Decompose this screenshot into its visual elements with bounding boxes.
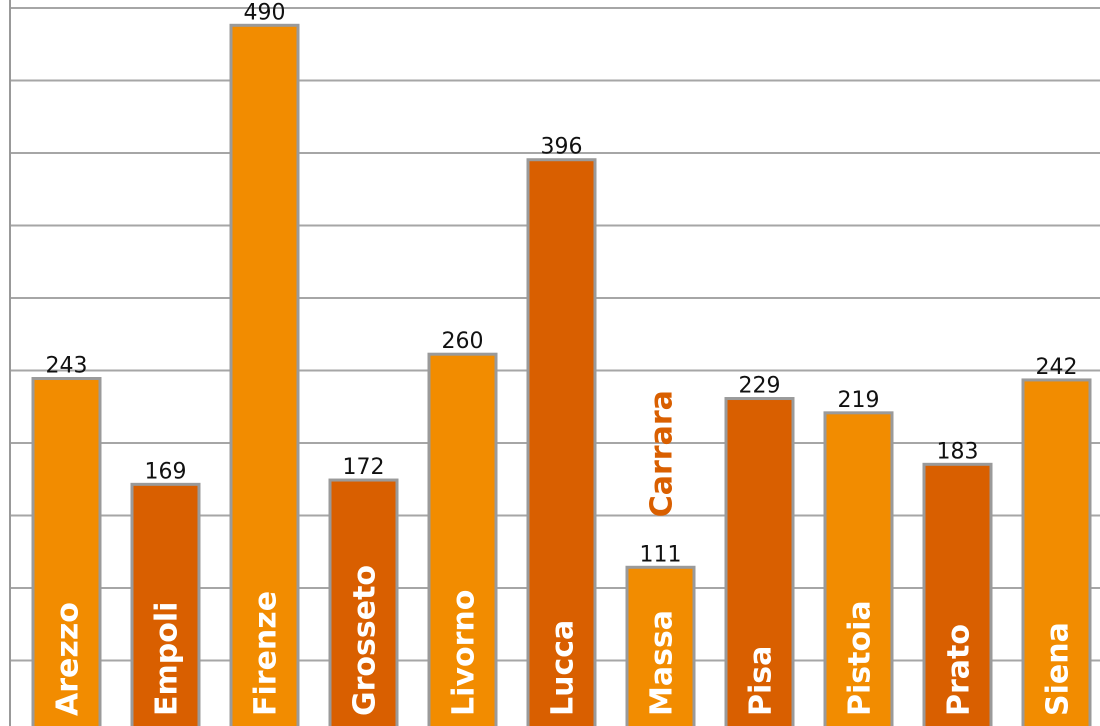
data-label-firenze: 490 <box>244 0 286 25</box>
bar-pistoia <box>823 411 894 726</box>
data-label-siena: 242 <box>1036 355 1078 380</box>
category-label-pisa: Pisa <box>744 646 779 716</box>
bar-group-grosseto: 172 Grosseto <box>328 455 399 726</box>
bar-group-pisa: 229 Pisa <box>724 374 795 726</box>
bar-group-prato: 183 Prato <box>922 439 993 726</box>
bar-prato <box>922 462 993 726</box>
data-label-pistoia: 219 <box>838 388 880 413</box>
data-label-prato: 183 <box>937 439 979 464</box>
bars: 243 Arezzo 169 Empoli 490 Firenze 172 Grosseto 2… <box>31 0 1092 726</box>
category-label-grosseto: Grosseto <box>348 565 383 716</box>
bar-grosseto <box>328 478 399 726</box>
data-label-massa-carrara: 111 <box>640 542 682 567</box>
data-label-arezzo: 243 <box>46 354 88 379</box>
category-label-pistoia: Pistoia <box>843 600 878 716</box>
category-label-firenze: Firenze <box>249 591 284 716</box>
category-label-siena: Siena <box>1041 622 1076 716</box>
data-label-pisa: 229 <box>739 374 781 399</box>
bar-group-firenze: 490 Firenze <box>229 0 300 726</box>
data-label-livorno: 260 <box>442 329 484 354</box>
category-label-massa-carrara: Massa <box>645 610 680 716</box>
category-label-lucca: Lucca <box>546 620 581 716</box>
bar-arezzo <box>31 377 102 726</box>
bar-group-pistoia: 219 Pistoia <box>823 388 894 726</box>
bar-group-massa-carrara: 111 Massa Carrara <box>625 390 696 726</box>
bar-group-arezzo: 243 Arezzo <box>31 354 102 726</box>
category-label-livorno: Livorno <box>447 590 482 716</box>
category-label-massa-carrara-line2: Carrara <box>645 390 680 517</box>
bar-pisa <box>724 397 795 726</box>
bar-empoli <box>130 482 201 726</box>
bar-livorno <box>427 352 498 726</box>
category-label-arezzo: Arezzo <box>51 602 86 716</box>
category-label-empoli: Empoli <box>150 602 185 716</box>
bar-lucca <box>526 158 597 726</box>
bar-firenze <box>229 23 300 726</box>
bar-group-siena: 242 Siena <box>1021 355 1092 726</box>
bar-group-lucca: 396 Lucca <box>526 135 597 726</box>
data-label-grosseto: 172 <box>343 455 385 480</box>
bar-massa-carrara <box>625 565 696 726</box>
bar-group-livorno: 260 Livorno <box>427 329 498 726</box>
bar-group-empoli: 169 Empoli <box>130 459 201 726</box>
category-label-prato: Prato <box>942 624 977 716</box>
bar-siena <box>1021 378 1092 726</box>
data-label-empoli: 169 <box>145 459 187 484</box>
data-label-lucca: 396 <box>541 135 583 160</box>
